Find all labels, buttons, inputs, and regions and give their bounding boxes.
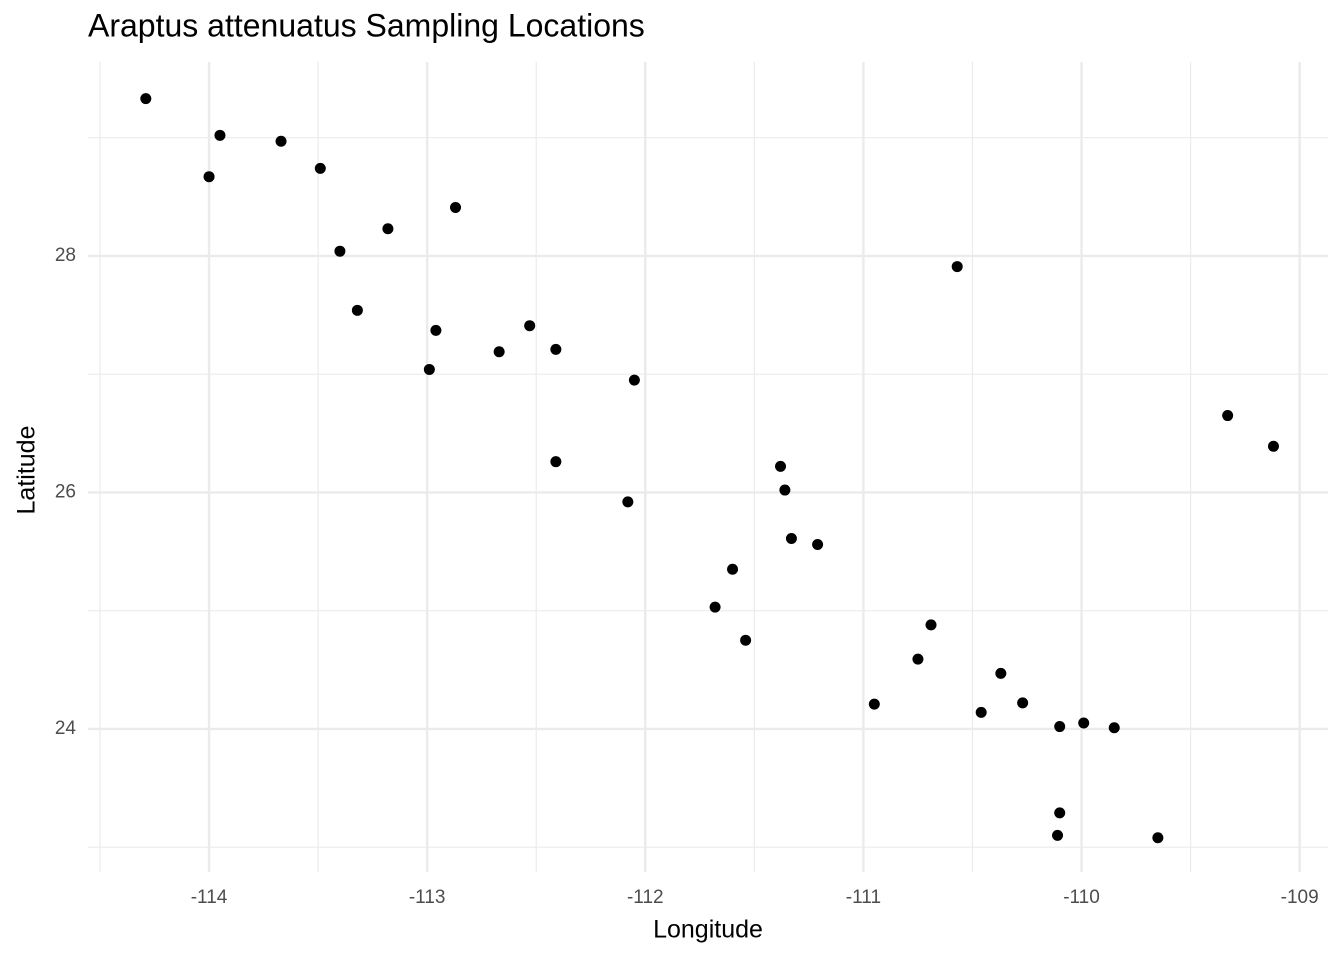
x-tick-label: -113 (409, 887, 446, 908)
point (140, 93, 152, 105)
point (550, 456, 562, 468)
point (975, 706, 987, 718)
point (740, 634, 752, 646)
point (351, 304, 363, 316)
x-tick-label: -112 (627, 887, 664, 908)
x-tick-label: -114 (191, 887, 228, 908)
point (779, 484, 791, 496)
point (812, 538, 824, 550)
point (1108, 722, 1120, 734)
x-tick-label: -111 (846, 887, 881, 908)
point (314, 162, 326, 174)
point (1078, 717, 1090, 729)
point (925, 619, 937, 631)
point (1267, 440, 1279, 452)
y-axis-title: Latitude (13, 426, 41, 515)
point (709, 601, 721, 613)
point (1222, 410, 1234, 422)
point (1052, 829, 1064, 841)
point (1017, 697, 1029, 709)
point (868, 698, 880, 710)
x-axis-title: Longitude (653, 916, 763, 944)
point (912, 653, 924, 665)
point (203, 171, 215, 183)
point (727, 563, 739, 575)
x-tick-label: -109 (1281, 887, 1319, 908)
point (214, 129, 226, 141)
point (524, 320, 536, 332)
point (493, 346, 505, 358)
point (1054, 721, 1066, 733)
point (622, 496, 634, 508)
point (334, 245, 346, 257)
point (1054, 807, 1066, 819)
point (995, 667, 1007, 679)
y-tick-label: 26 (55, 481, 76, 502)
point (785, 533, 797, 545)
point (450, 201, 462, 213)
y-tick-label: 24 (55, 718, 77, 739)
point (628, 374, 640, 386)
chart-title: Araptus attenuatus Sampling Locations (88, 7, 645, 43)
point (775, 460, 787, 472)
point (423, 363, 435, 375)
point (550, 343, 562, 355)
point (1152, 832, 1164, 844)
point (382, 223, 394, 235)
point (430, 324, 442, 336)
point (275, 135, 287, 147)
x-tick-label: -110 (1063, 887, 1100, 908)
y-tick-label: 28 (55, 245, 76, 266)
point (951, 261, 963, 273)
